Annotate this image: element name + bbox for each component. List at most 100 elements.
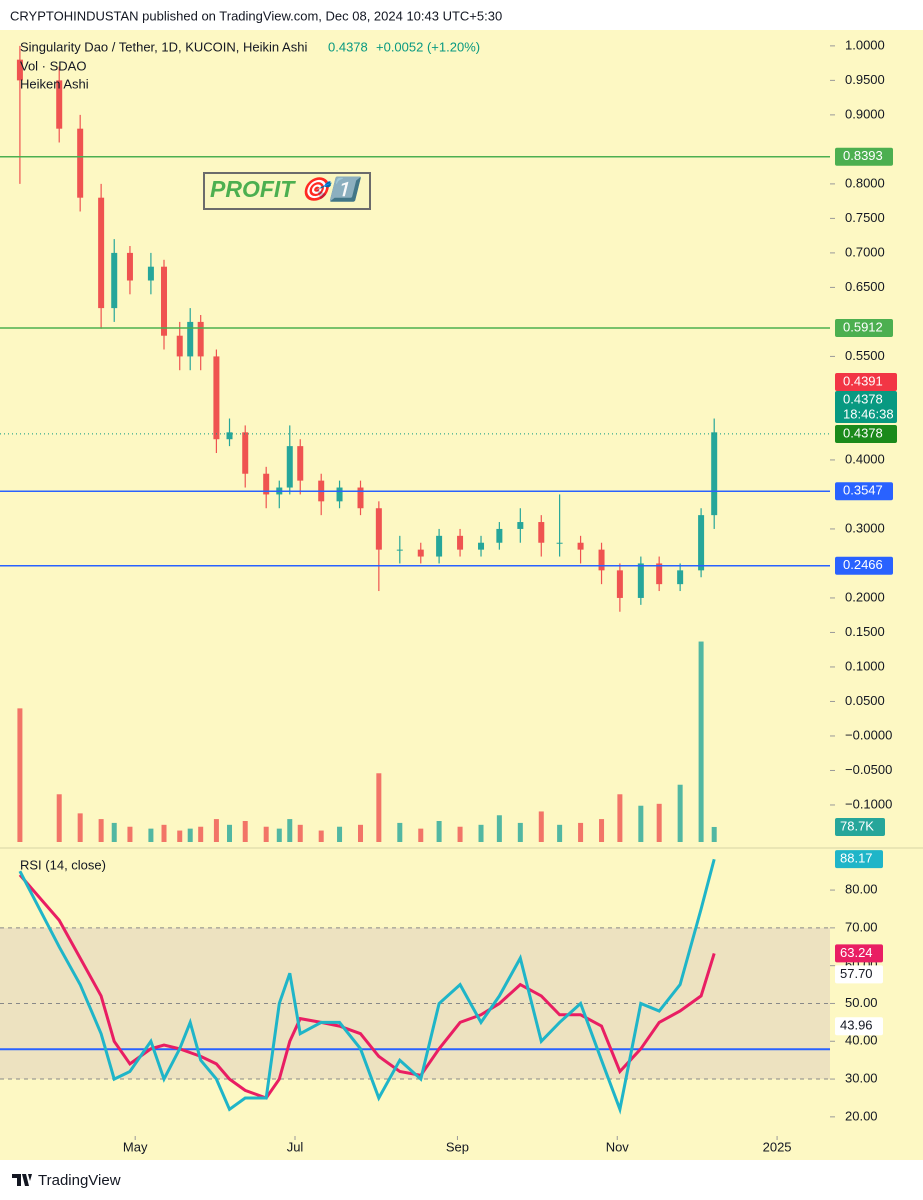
- volume-bar: [297, 824, 303, 842]
- x-tick-label: May: [123, 1139, 148, 1154]
- candle-body: [176, 335, 183, 357]
- y-tick-label: 0.7500: [845, 210, 885, 225]
- volume-bar: [397, 822, 403, 842]
- volume-bar: [198, 826, 204, 842]
- volume-tag-label: 78.7K: [840, 818, 874, 833]
- volume-bar: [227, 824, 233, 842]
- candle-body: [16, 59, 23, 81]
- volume-bar: [599, 819, 605, 842]
- candle-body: [286, 446, 293, 488]
- annotation-box: [203, 172, 371, 210]
- legend-change: +0.0052 (+1.20%): [376, 39, 480, 54]
- volume-bar: [656, 803, 662, 842]
- volume-bar: [161, 824, 167, 842]
- volume-tag: [835, 817, 885, 836]
- volume-bar: [287, 819, 293, 842]
- volume-bar: [358, 824, 364, 842]
- candle-body: [213, 356, 220, 440]
- candle-body: [677, 570, 684, 585]
- candle-body: [616, 570, 623, 598]
- price-tag-label: 0.4391: [843, 373, 883, 388]
- level-tag-label: 0.3547: [843, 483, 883, 498]
- footer: TradingView: [38, 1172, 121, 1189]
- volume-bar: [436, 821, 442, 842]
- candle-body: [711, 432, 718, 516]
- candle-body: [187, 321, 194, 357]
- rsi-tag-label: 88.17: [840, 851, 873, 866]
- volume-bar: [538, 811, 544, 842]
- volume-bar: [77, 813, 83, 842]
- y-tick-label: 0.9500: [845, 72, 885, 87]
- candle-body: [517, 522, 524, 529]
- candle-body: [111, 252, 118, 309]
- y-tick-label: −0.0500: [845, 762, 892, 777]
- annotation: PROFIT 🎯1️⃣: [210, 176, 362, 203]
- volume-bar: [187, 828, 193, 842]
- volume-bar: [478, 824, 484, 842]
- candle-body: [147, 266, 154, 281]
- candle-body: [478, 542, 485, 550]
- y-tick-label: 0.1500: [845, 624, 885, 639]
- level-tag: [835, 318, 893, 337]
- rsi-tag: [835, 850, 883, 869]
- candle-body: [417, 549, 424, 557]
- candle-body: [336, 487, 343, 502]
- y-tick-label: 0.4000: [845, 451, 885, 466]
- candle-body: [197, 321, 204, 357]
- candle-body: [457, 535, 464, 550]
- level-tag-label: 0.5912: [843, 319, 883, 334]
- candle-body: [436, 535, 443, 557]
- y-tick-label: 0.8000: [845, 175, 885, 190]
- rsi-title: RSI (14, close): [20, 857, 106, 872]
- volume-bar: [557, 824, 563, 842]
- candle-body: [698, 515, 705, 571]
- legend-price: 0.4378: [328, 39, 368, 54]
- volume-bar: [98, 819, 104, 842]
- price-tag: [835, 425, 897, 443]
- candle-body: [496, 528, 503, 543]
- candle-body: [357, 487, 364, 509]
- candle-body: [126, 252, 133, 281]
- rsi-tag: [835, 1017, 883, 1036]
- price-tag-label: 0.4378: [843, 425, 883, 440]
- volume-bar: [318, 830, 324, 842]
- rsi-tag: [835, 965, 883, 984]
- candle-body: [577, 542, 584, 550]
- level-tag: [835, 556, 893, 575]
- y-tick-label: 0.1000: [845, 658, 885, 673]
- y-tick-label: 30.00: [845, 1070, 878, 1085]
- y-tick-label: 0.2000: [845, 589, 885, 604]
- candle-body: [56, 80, 63, 129]
- volume-bar: [698, 641, 704, 842]
- volume-bar: [418, 828, 424, 842]
- volume-bar: [242, 821, 248, 842]
- y-tick-label: 40.00: [845, 1033, 878, 1048]
- candle-body: [396, 549, 403, 551]
- volume-bar: [17, 708, 23, 842]
- candle-body: [637, 563, 644, 598]
- price-tag: [835, 391, 897, 423]
- candle-body: [226, 432, 233, 440]
- volume-bar: [213, 819, 219, 842]
- rsi-tag-label: 43.96: [840, 1018, 873, 1033]
- header: CRYPTOHINDUSTAN published on TradingView…: [10, 8, 502, 23]
- candle-body: [263, 473, 270, 495]
- y-tick-label: 0.5500: [845, 348, 885, 363]
- x-tick-label: 2025: [763, 1139, 792, 1154]
- candle-body: [242, 432, 249, 474]
- y-tick-label: 0.3000: [845, 520, 885, 535]
- volume-bar: [337, 826, 343, 842]
- y-tick-label: 0.0500: [845, 693, 885, 708]
- price-tag: [835, 373, 897, 391]
- rsi-line: [18, 873, 716, 1100]
- volume-bar: [711, 826, 717, 842]
- candle-body: [77, 128, 84, 198]
- y-tick-label: 20.00: [845, 1108, 878, 1123]
- y-tick-label: −0.0000: [845, 727, 892, 742]
- countdown: 18:46:38: [843, 406, 894, 421]
- y-tick-label: 0.9000: [845, 106, 885, 121]
- volume-bar: [148, 828, 154, 842]
- volume-bar: [111, 822, 117, 842]
- candle-body: [556, 542, 563, 544]
